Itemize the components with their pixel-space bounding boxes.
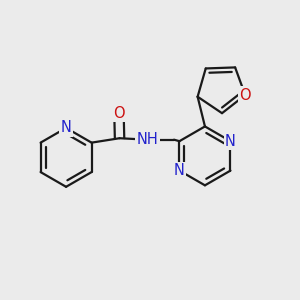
Text: NH: NH <box>137 132 158 147</box>
Text: N: N <box>61 120 71 135</box>
Text: N: N <box>174 163 185 178</box>
Text: N: N <box>225 134 236 149</box>
Text: O: O <box>239 88 251 103</box>
Text: O: O <box>113 106 125 121</box>
